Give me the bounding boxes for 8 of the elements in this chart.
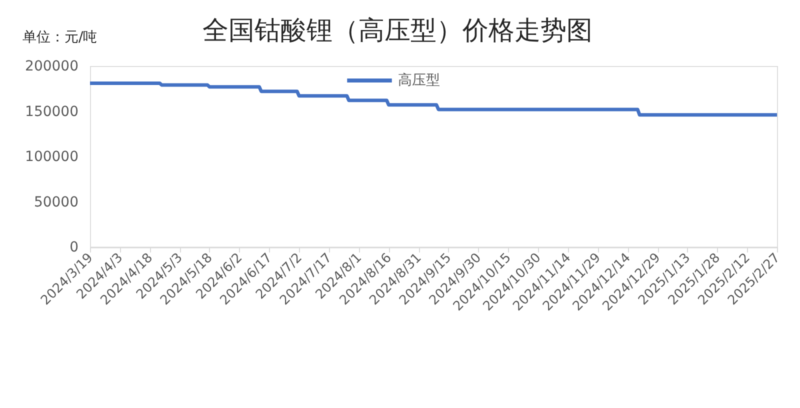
y-axis-title: 单位：元/吨 [22, 30, 98, 46]
y-tick-label: 100000 [25, 149, 78, 165]
y-tick-label: 200000 [25, 58, 78, 74]
chart-title: 全国钴酸锂（高压型）价格走势图 [202, 16, 592, 46]
y-tick-label: 0 [70, 240, 78, 256]
y-tick-label: 150000 [25, 104, 78, 120]
y-tick-label: 50000 [34, 194, 78, 210]
legend-label: 高压型 [398, 72, 440, 88]
